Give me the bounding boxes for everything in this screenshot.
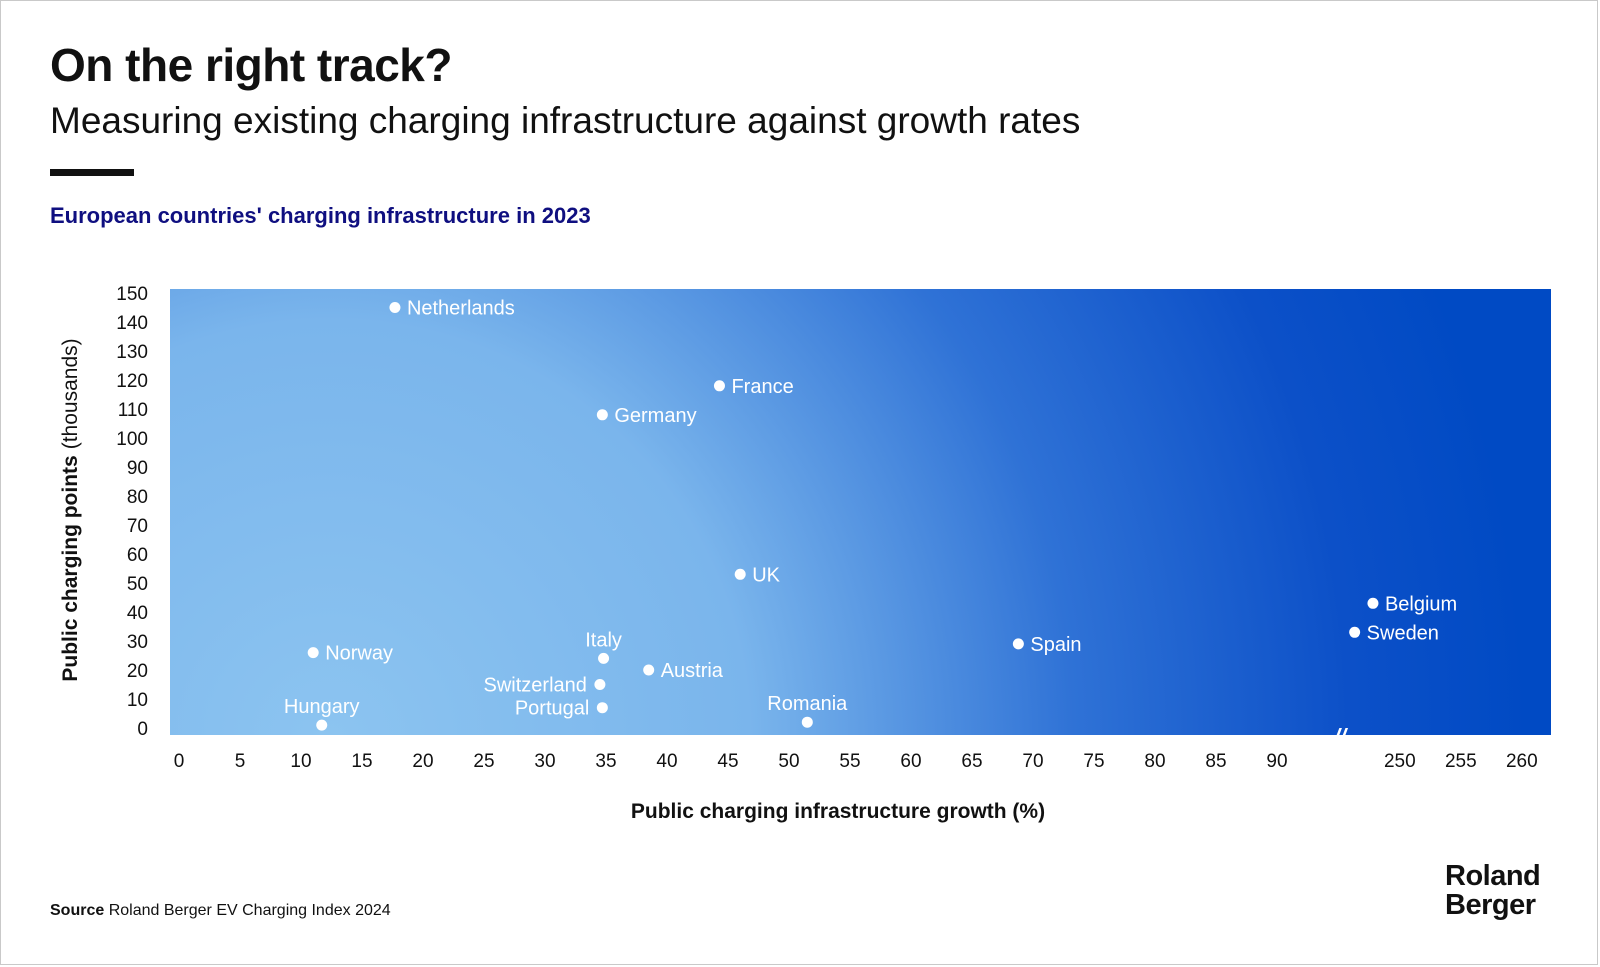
x-tick-label: 10 — [290, 751, 311, 772]
point-portugal — [596, 702, 608, 714]
x-tick-label: 250 — [1384, 751, 1416, 772]
logo-line-1: Roland — [1445, 860, 1541, 892]
title-divider — [50, 169, 134, 176]
y-tick-label: 60 — [127, 545, 148, 566]
point-hungary — [316, 719, 328, 731]
x-tick-label: 45 — [717, 751, 738, 772]
x-tick-label: 5 — [235, 751, 246, 772]
label-sweden: Sweden — [1367, 622, 1439, 644]
x-tick-label: 70 — [1022, 751, 1043, 772]
data-points: Netherlands France Germany UK Belgium Sweden S… — [284, 298, 1457, 731]
point-romania — [801, 716, 813, 728]
x-tick-label: 35 — [595, 751, 616, 772]
x-tick-label: 20 — [412, 751, 433, 772]
y-tick-label: 30 — [127, 632, 148, 653]
y-tick-label: 20 — [127, 661, 148, 682]
x-tick-label: 260 — [1506, 751, 1538, 772]
x-tick-label: 90 — [1266, 751, 1287, 772]
x-tick-label: 65 — [961, 751, 982, 772]
label-italy: Italy — [585, 629, 622, 651]
point-switzerland — [594, 679, 606, 690]
x-tick-label: 75 — [1083, 751, 1104, 772]
x-tick-label: 15 — [351, 751, 372, 772]
point-spain — [1012, 638, 1024, 650]
chart-heading: European countries' charging infrastruct… — [50, 203, 591, 228]
label-germany: Germany — [614, 405, 696, 427]
logo-line-2: Berger — [1445, 889, 1536, 921]
y-tick-label: 100 — [116, 429, 148, 450]
point-france — [713, 380, 725, 392]
point-italy — [598, 652, 610, 664]
x-axis-break: // — [1333, 724, 1349, 749]
x-axis-ticks: 0 5 10 15 20 25 30 35 40 45 50 55 60 65 70 75 80 85 90 250 2… — [174, 751, 1538, 772]
label-belgium: Belgium — [1385, 593, 1457, 615]
label-romania: Romania — [767, 693, 848, 715]
x-axis-label: Public charging infrastructure growth (%… — [631, 800, 1045, 823]
y-tick-label: 40 — [127, 603, 148, 624]
source-text: Roland Berger EV Charging Index 2024 — [108, 902, 391, 919]
y-tick-label: 80 — [127, 487, 148, 508]
x-tick-label: 60 — [900, 751, 921, 772]
y-tick-label: 50 — [127, 574, 148, 595]
page-subtitle: Measuring existing charging infrastructu… — [50, 100, 1081, 141]
y-tick-label: 140 — [116, 313, 148, 334]
y-tick-label: 10 — [127, 690, 148, 711]
point-sweden — [1349, 626, 1361, 638]
x-tick-label: 85 — [1205, 751, 1226, 772]
x-tick-label: 0 — [174, 751, 185, 772]
source-label: Source — [50, 902, 105, 919]
point-norway — [307, 647, 319, 659]
y-tick-label: 70 — [127, 516, 148, 537]
y-tick-label: 90 — [127, 458, 148, 479]
y-tick-label: 110 — [118, 400, 148, 421]
label-netherlands: Netherlands — [407, 298, 515, 320]
label-norway: Norway — [325, 643, 393, 665]
x-tick-label: 40 — [656, 751, 677, 772]
y-axis-label: Public charging points(thousands) — [59, 338, 82, 681]
x-tick-label: 50 — [778, 751, 799, 772]
point-austria — [643, 664, 655, 676]
y-tick-label: 130 — [116, 342, 148, 363]
point-uk — [734, 568, 746, 580]
x-tick-label: 255 — [1445, 751, 1477, 772]
y-tick-label: 0 — [137, 719, 148, 740]
label-france: France — [731, 376, 793, 398]
label-spain: Spain — [1030, 634, 1081, 656]
y-tick-label: 150 — [116, 284, 148, 305]
label-uk: UK — [752, 564, 780, 586]
x-tick-label: 30 — [534, 751, 555, 772]
point-netherlands — [389, 302, 401, 313]
label-switzerland: Switzerland — [484, 675, 587, 697]
x-tick-label: 80 — [1144, 751, 1165, 772]
y-tick-label: 120 — [116, 371, 148, 392]
label-hungary: Hungary — [284, 696, 360, 718]
label-portugal: Portugal — [515, 698, 590, 720]
y-axis-ticks: 0 10 20 30 40 50 60 70 80 90 100 110 120 130 140 150 — [116, 284, 148, 740]
x-tick-label: 55 — [839, 751, 860, 772]
x-tick-label: 25 — [473, 751, 494, 772]
point-belgium — [1367, 597, 1379, 609]
source-note: Source Roland Berger EV Charging Index 2… — [50, 902, 391, 920]
roland-berger-logo: Roland Berger — [1445, 860, 1541, 921]
plot-area — [170, 289, 1551, 735]
point-germany — [596, 409, 608, 421]
label-austria: Austria — [661, 660, 724, 682]
page-title: On the right track? — [50, 39, 452, 91]
